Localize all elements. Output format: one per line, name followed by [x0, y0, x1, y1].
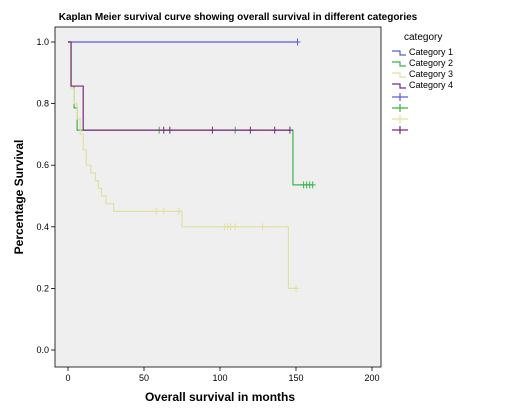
censor-mark — [247, 126, 254, 134]
censor-mark — [175, 207, 182, 215]
y-tick-label: 0.6 — [36, 160, 49, 170]
y-tick-label: 0.8 — [36, 99, 49, 109]
series-1 — [68, 38, 301, 46]
censor-mark — [160, 126, 167, 134]
series-3 — [68, 41, 299, 292]
series-line — [68, 41, 290, 131]
plot-area — [54, 26, 382, 368]
y-tick-label: 0.4 — [36, 222, 49, 232]
legend-swatch — [392, 50, 406, 56]
x-tick-label: 100 — [212, 373, 227, 383]
series-line — [68, 41, 296, 289]
x-axis: 0 50 100 150 200 — [65, 367, 380, 383]
series-4 — [68, 41, 293, 134]
x-tick-label: 50 — [139, 373, 149, 383]
legend-swatch — [392, 83, 406, 89]
legend-label: Category 2 — [409, 58, 453, 68]
x-axis-label: Overall survival in months — [145, 390, 295, 404]
y-axis: 0.0 0.2 0.4 0.6 0.8 1.0 — [36, 37, 55, 355]
censor-mark — [271, 126, 278, 134]
censor-mark — [209, 126, 216, 134]
legend-label: Category 4 — [409, 80, 453, 90]
censor-mark — [232, 223, 239, 231]
legend-swatch — [392, 61, 406, 67]
censor-mark — [294, 38, 301, 46]
censor-mark — [160, 207, 167, 215]
legend-title: category — [404, 32, 442, 43]
censor-mark — [153, 207, 160, 215]
y-tick-label: 0.2 — [36, 283, 49, 293]
x-tick-label: 150 — [288, 373, 303, 383]
x-tick-label: 0 — [65, 373, 70, 383]
censor-mark — [166, 126, 173, 134]
legend-censor-mark — [392, 93, 408, 101]
legend-censor-mark — [392, 126, 408, 134]
series-layer — [68, 38, 316, 292]
y-tick-label: 0.0 — [36, 345, 49, 355]
y-axis-label: Percentage Survival — [12, 140, 26, 255]
x-tick-label: 200 — [364, 373, 379, 383]
legend-label: Category 1 — [409, 47, 453, 57]
chart-title: Kaplan Meier survival curve showing over… — [59, 12, 418, 23]
legend-censor-mark — [392, 104, 408, 112]
censor-mark — [286, 126, 293, 134]
censor-mark — [293, 284, 299, 292]
censor-mark — [259, 223, 266, 231]
legend-swatch — [392, 72, 406, 78]
legend-censor-mark — [392, 115, 408, 123]
censor-mark — [309, 181, 316, 189]
legend-label: Category 3 — [409, 69, 453, 79]
y-tick-label: 1.0 — [36, 37, 49, 47]
